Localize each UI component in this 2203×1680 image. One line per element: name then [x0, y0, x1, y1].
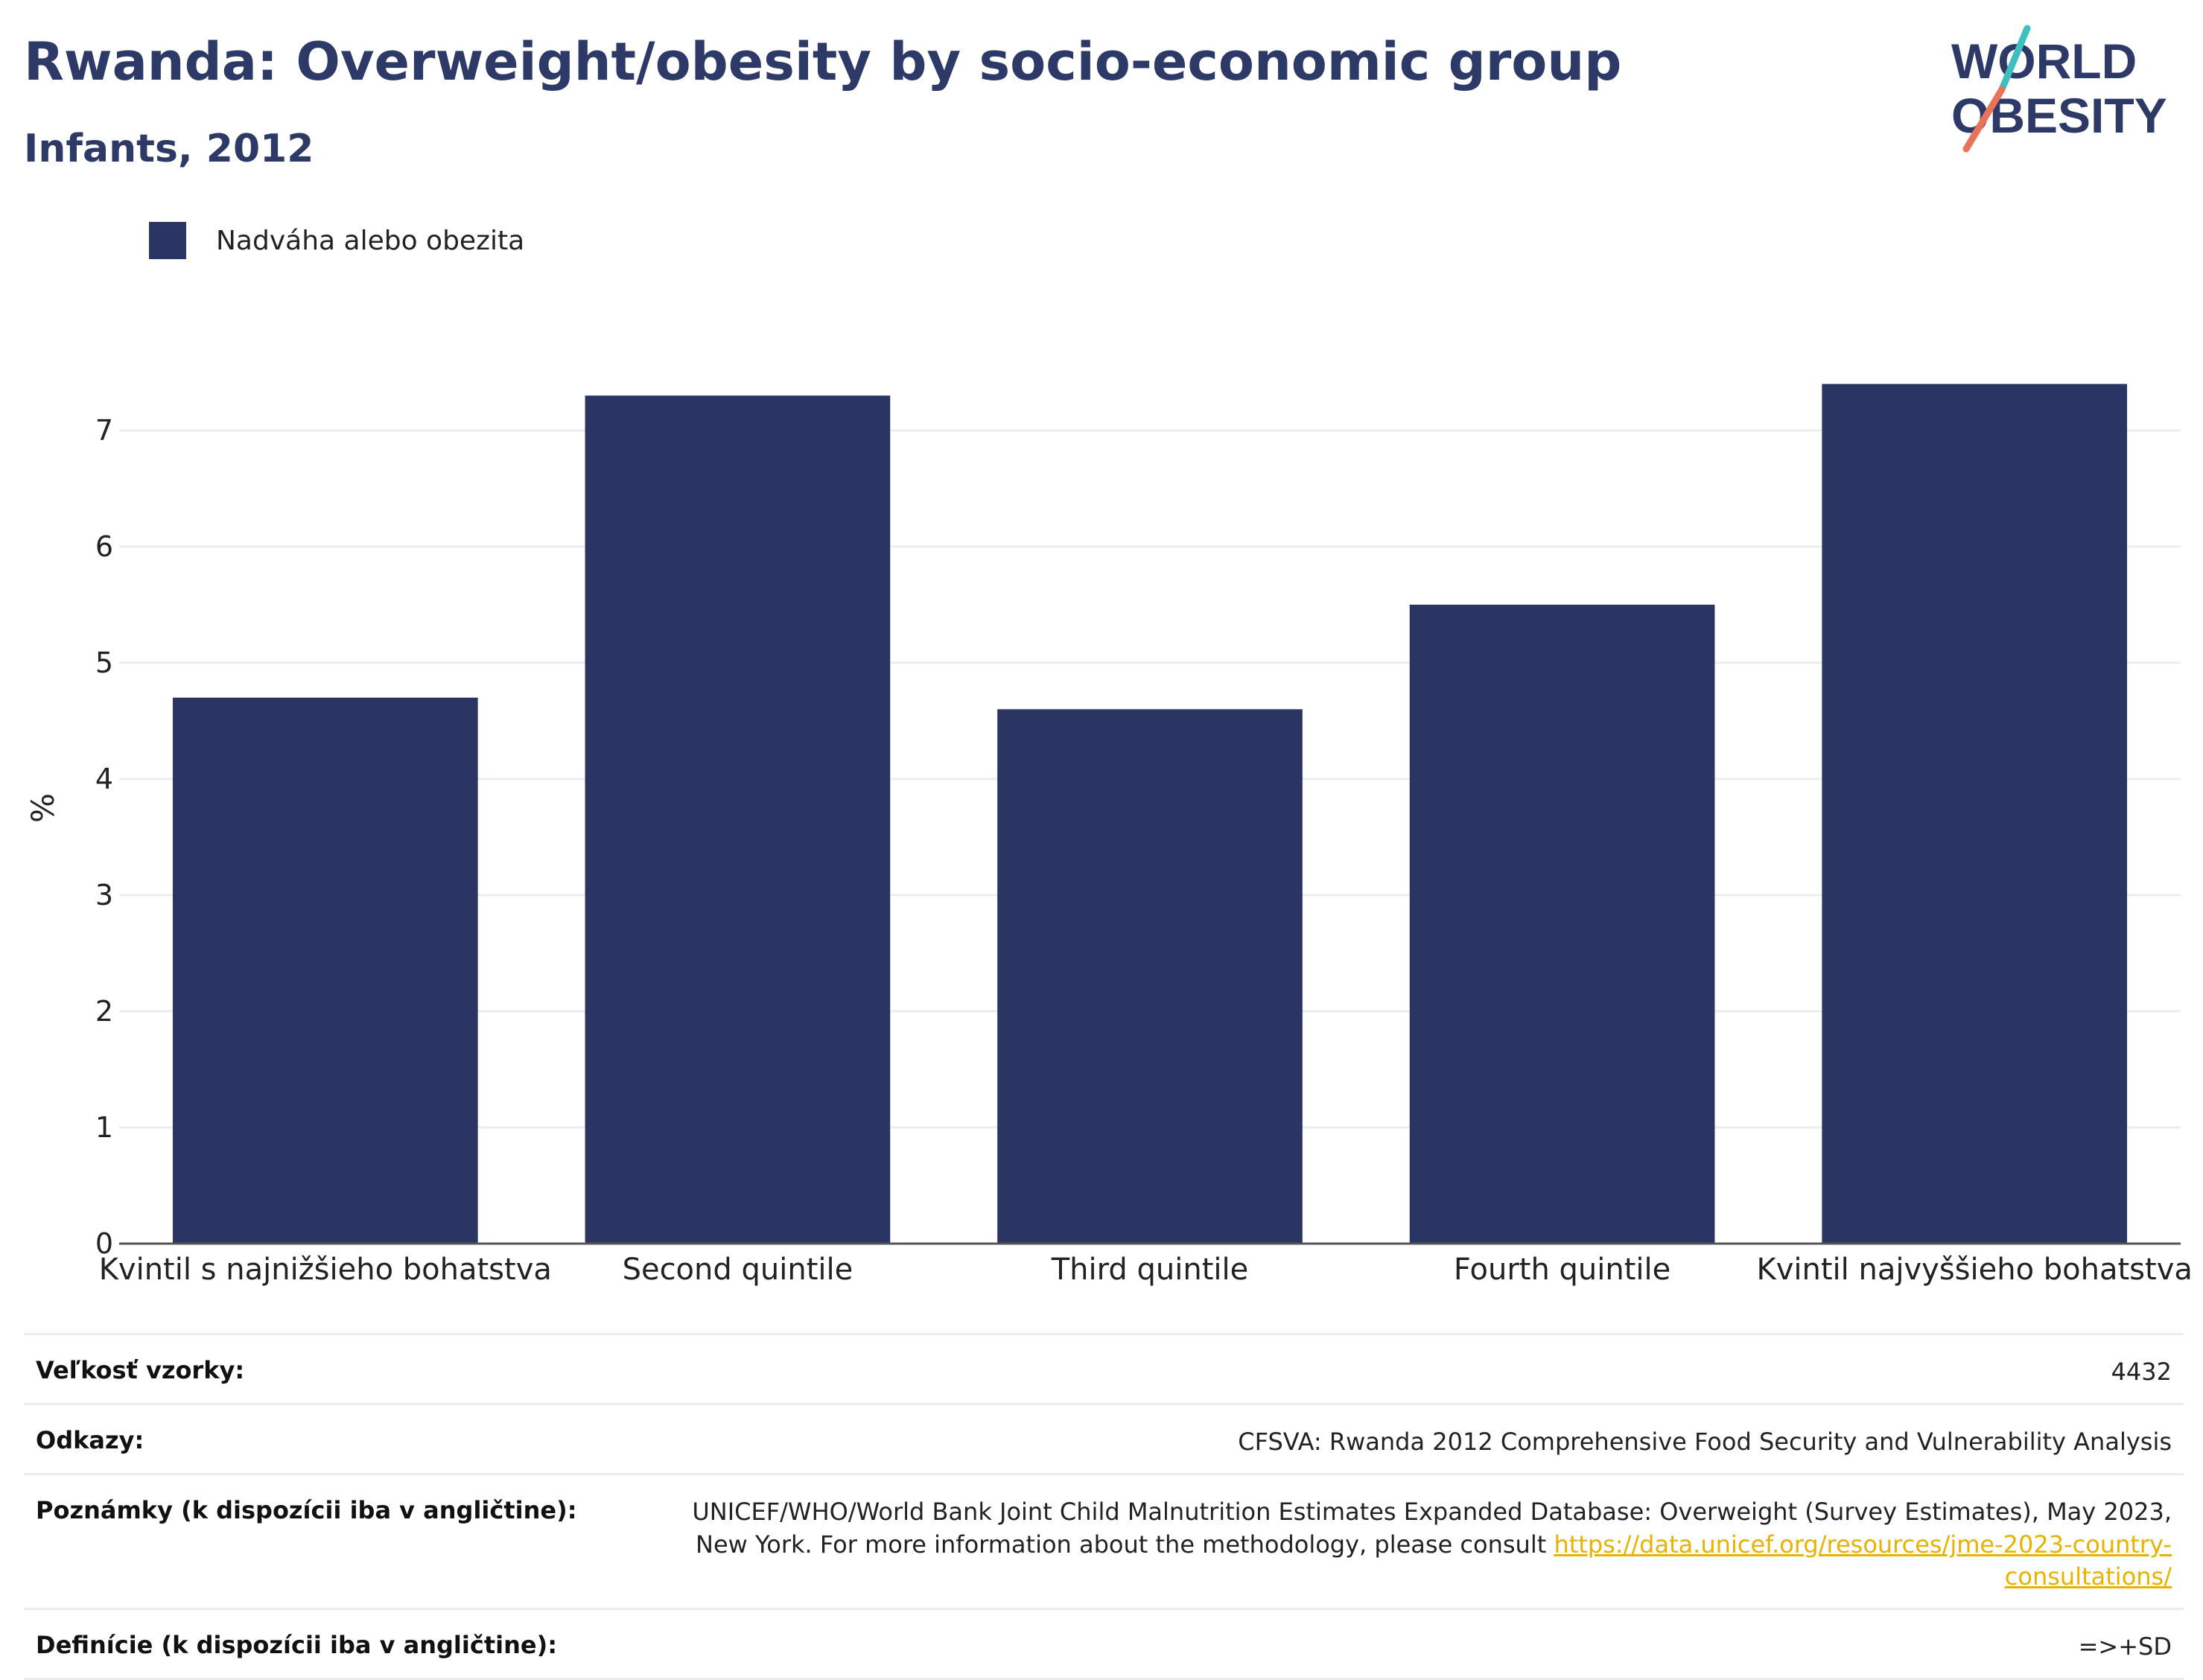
bar — [1822, 384, 2128, 1244]
chart-title: Rwanda: Overweight/obesity by socio-econ… — [24, 31, 1622, 92]
footer-row-definitions: Definície (k dispozícii iba v angličtine… — [24, 1607, 2184, 1680]
footer-row-sample-size: Veľkosť vzorky: 4432 — [24, 1333, 2184, 1403]
references-value: CFSVA: Rwanda 2012 Comprehensive Food Se… — [1238, 1428, 2172, 1457]
bar-chart: 0 1 2 3 4 5 6 7% Kvintil s najnižšieho bohatstva… — [25, 384, 2193, 1287]
x-tick-label: Second quintile — [623, 1253, 853, 1287]
y-axis-title: % — [25, 793, 61, 823]
references-label: Odkazy: — [36, 1426, 144, 1455]
logo-line1: WORLD — [1951, 34, 2137, 89]
footer-table: Veľkosť vzorky: 4432 Odkazy: CFSVA: Rwan… — [24, 1333, 2184, 1680]
notes-link[interactable]: https://data.unicef.org/resources/jme-20… — [1554, 1530, 2172, 1591]
x-tick-label: Kvintil najvyššieho bohatstva — [1757, 1253, 2193, 1287]
bar — [997, 709, 1303, 1244]
chart-subtitle: Infants, 2012 — [24, 127, 314, 171]
logo-teal-slash — [1998, 25, 2031, 93]
legend-label: Nadváha alebo obezita — [216, 225, 525, 256]
y-tick-label: 3 — [95, 879, 113, 911]
footer-row-notes: Poznámky (k dispozícii iba v angličtine)… — [24, 1473, 2184, 1608]
footer-row-references: Odkazy: CFSVA: Rwanda 2012 Comprehensive… — [24, 1403, 2184, 1473]
x-tick-label: Kvintil s najnižšieho bohatstva — [99, 1253, 552, 1287]
x-tick-label: Third quintile — [1051, 1253, 1248, 1287]
sample-size-value: 4432 — [2111, 1358, 2172, 1386]
logo-coral-slash — [1962, 86, 2006, 153]
notes-text: UNICEF/WHO/World Bank Joint Child Malnut… — [692, 1498, 2172, 1559]
y-tick-label: 4 — [95, 763, 113, 795]
y-tick-label: 2 — [95, 995, 113, 1028]
bar — [172, 697, 478, 1244]
notes-value: UNICEF/WHO/World Bank Joint Child Malnut… — [645, 1496, 2172, 1593]
y-tick-label: 7 — [95, 414, 113, 447]
definitions-label: Definície (k dispozícii iba v angličtine… — [36, 1630, 557, 1659]
world-obesity-logo: WORLD OBESITY — [1951, 25, 2167, 153]
definitions-value: =>+SD — [2078, 1632, 2172, 1661]
bar — [1409, 605, 1715, 1244]
y-tick-label: 1 — [95, 1111, 113, 1144]
legend[interactable]: Nadváha alebo obezita — [149, 222, 524, 259]
y-tick-label: 5 — [95, 646, 113, 679]
y-tick-label: 6 — [95, 530, 113, 563]
bar — [585, 395, 891, 1244]
notes-label: Poznámky (k dispozícii iba v angličtine)… — [36, 1496, 577, 1525]
legend-swatch — [149, 222, 186, 259]
sample-size-label: Veľkosť vzorky: — [36, 1356, 245, 1384]
y-tick-label: 0 — [95, 1227, 113, 1260]
x-tick-label: Fourth quintile — [1454, 1253, 1670, 1287]
